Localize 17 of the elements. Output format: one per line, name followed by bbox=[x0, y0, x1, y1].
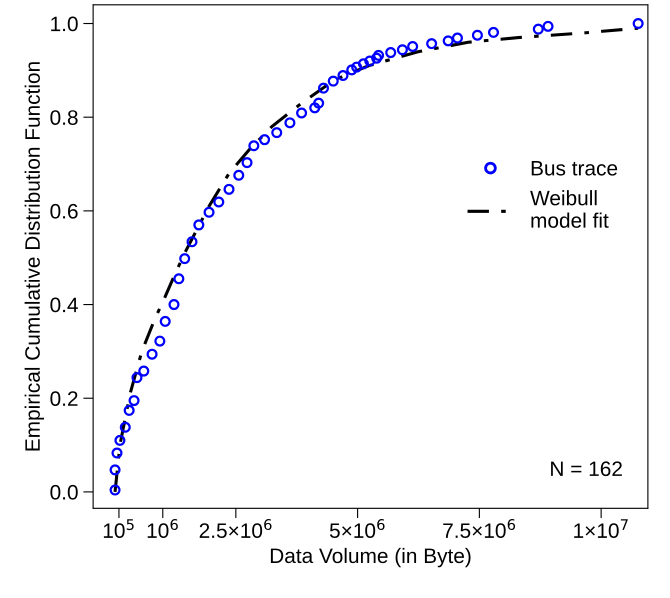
x-tick-label: 10$^{6}$ bbox=[148, 519, 178, 538]
x-tick-label: 1×10$^{7}$ bbox=[574, 519, 628, 538]
x-axis-title: Data Volume (in Byte) bbox=[270, 548, 471, 568]
x-tick-label: 7.5×10$^{6}$ bbox=[443, 519, 516, 538]
annotation: N = 162 bbox=[551, 461, 622, 476]
x-tick-label: 2.5×10$^{6}$ bbox=[200, 519, 272, 538]
x-tick-label: 5×10$^{6}$ bbox=[330, 519, 385, 538]
y-tick-label: 0.8 bbox=[50, 110, 78, 125]
y-tick-label: 0.0 bbox=[50, 484, 78, 500]
y-tick-label: 0.4 bbox=[50, 298, 78, 312]
y-axis-title: Empirical Cumulative Distribution Function bbox=[24, 62, 44, 450]
y-tick-label: 0.2 bbox=[50, 391, 78, 406]
y-tick-label: 1.0 bbox=[51, 16, 78, 32]
legend-label: Weibull model fit bbox=[530, 190, 609, 228]
y-tick-label: 0.6 bbox=[50, 204, 78, 219]
x-tick-label: 10$^{5}$ bbox=[104, 519, 134, 538]
legend-label: Bus trace bbox=[532, 161, 618, 176]
